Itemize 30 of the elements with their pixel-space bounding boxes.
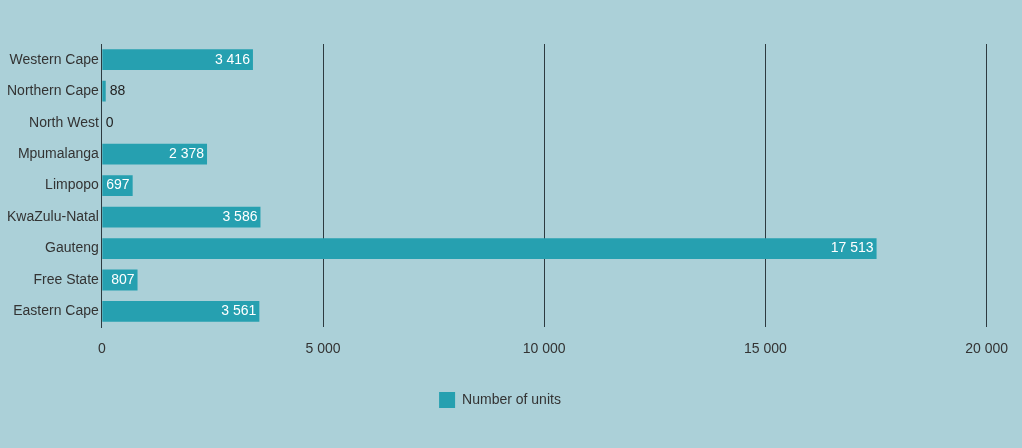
data-label: 17 513	[830, 239, 874, 256]
y-tick-label: North West	[29, 113, 99, 130]
bar	[102, 238, 877, 259]
data-label: 3 586	[222, 207, 258, 224]
data-label: 0	[105, 113, 114, 130]
x-tick-label: 0	[97, 340, 106, 357]
y-tick-label: Free State	[33, 270, 100, 287]
y-tick-label: Western Cape	[9, 50, 100, 67]
y-tick-label: Limpopo	[45, 176, 100, 193]
y-tick-label: Northern Cape	[7, 82, 100, 99]
data-label: 697	[106, 176, 130, 193]
legend-label: Number of units	[462, 390, 561, 407]
y-tick-label: KwaZulu-Natal	[7, 207, 99, 224]
data-label: 3 416	[214, 50, 251, 67]
x-tick-label: 5 000	[305, 340, 341, 357]
data-label: 807	[111, 270, 135, 287]
bar	[102, 80, 106, 102]
data-label: 88	[109, 82, 126, 99]
bar	[102, 206, 261, 228]
x-tick-label: 15 000	[743, 340, 788, 357]
bar	[102, 143, 208, 165]
y-tick-label: Gauteng	[45, 239, 99, 256]
data-label: 3 561	[221, 302, 257, 319]
y-tick-label: Eastern Cape	[13, 302, 100, 319]
data-label: 2 378	[168, 144, 205, 161]
x-tick-label: 10 000	[522, 340, 566, 357]
bar	[102, 301, 260, 322]
y-tick-label: Mpumalanga	[17, 144, 100, 161]
bar	[102, 49, 253, 71]
x-tick-label: 20 000	[965, 340, 1009, 357]
